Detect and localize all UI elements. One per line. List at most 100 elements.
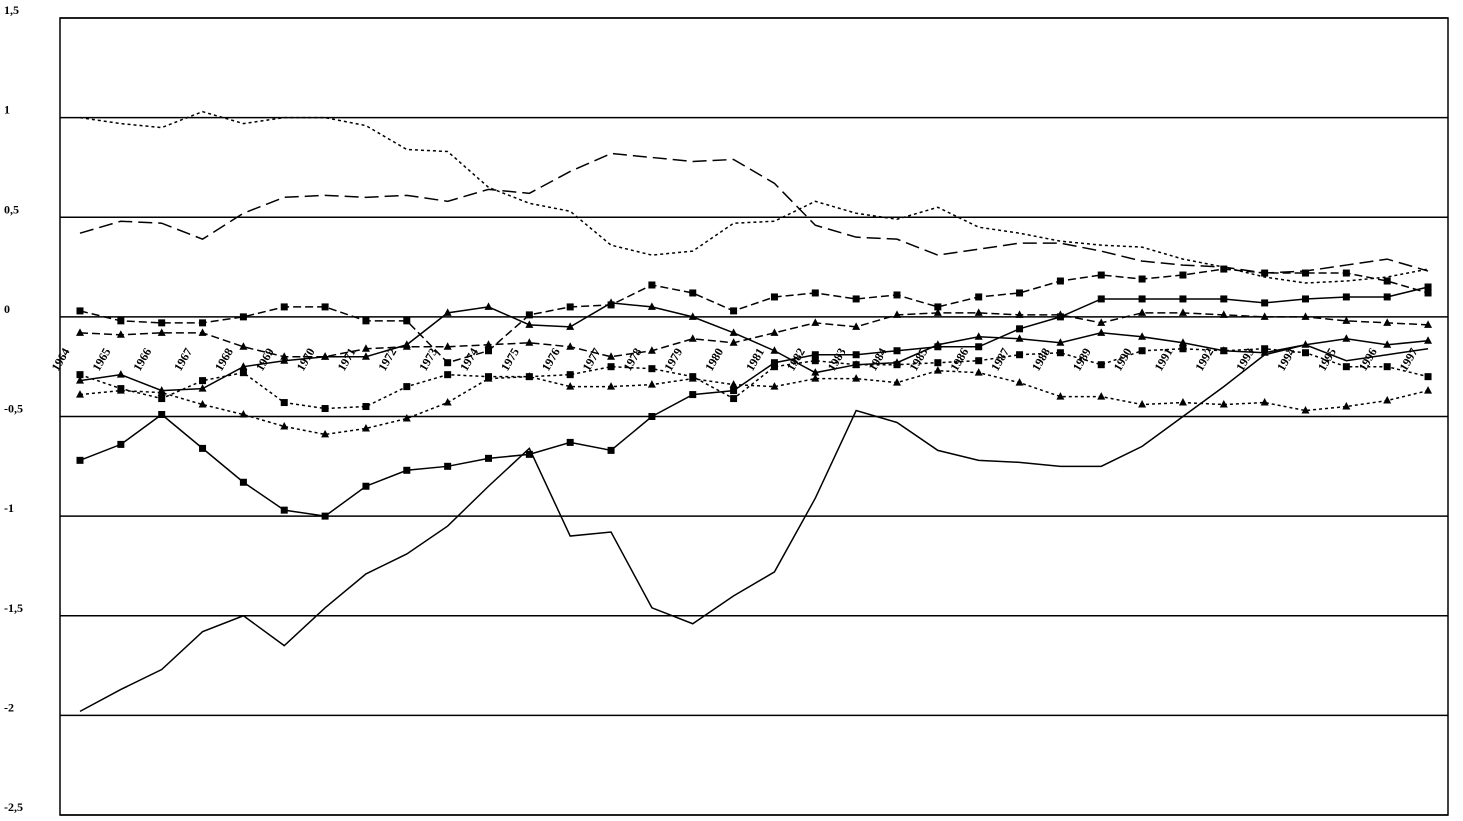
x-tick-label: 1973 bbox=[416, 346, 440, 374]
x-tick-label: 1988 bbox=[1029, 346, 1053, 374]
marker bbox=[1383, 318, 1392, 326]
marker bbox=[444, 371, 452, 379]
marker bbox=[934, 303, 942, 311]
marker bbox=[1220, 265, 1228, 273]
marker bbox=[1056, 392, 1065, 400]
marker bbox=[199, 377, 207, 385]
x-tick-label: 1978 bbox=[620, 346, 644, 374]
marker bbox=[1056, 349, 1064, 357]
marker bbox=[933, 366, 942, 374]
marker bbox=[1424, 283, 1432, 291]
marker bbox=[525, 450, 533, 458]
marker bbox=[76, 390, 84, 398]
marker bbox=[525, 320, 534, 328]
marker bbox=[1178, 308, 1187, 316]
marker bbox=[729, 328, 738, 336]
marker bbox=[933, 308, 942, 316]
marker bbox=[1342, 363, 1350, 371]
y-tick-label: -2 bbox=[4, 700, 14, 714]
marker bbox=[688, 334, 697, 342]
x-tick-label: 1990 bbox=[1111, 346, 1135, 374]
marker bbox=[199, 444, 207, 452]
marker bbox=[1178, 398, 1187, 406]
marker bbox=[76, 307, 84, 315]
marker bbox=[361, 423, 370, 432]
marker bbox=[76, 376, 84, 384]
marker bbox=[974, 332, 983, 340]
marker bbox=[689, 391, 697, 399]
series-line bbox=[79, 268, 1429, 364]
marker bbox=[729, 380, 738, 388]
marker bbox=[1097, 271, 1105, 279]
marker bbox=[607, 363, 615, 371]
marker bbox=[280, 356, 289, 364]
marker bbox=[975, 343, 983, 351]
marker bbox=[648, 365, 656, 373]
marker bbox=[280, 303, 288, 311]
series-line bbox=[79, 110, 1429, 284]
marker bbox=[1424, 373, 1432, 381]
marker bbox=[76, 328, 84, 336]
marker bbox=[1015, 378, 1024, 386]
marker bbox=[811, 374, 820, 382]
marker bbox=[1342, 269, 1350, 277]
marker bbox=[852, 322, 861, 330]
marker bbox=[1301, 406, 1310, 414]
marker bbox=[1056, 338, 1065, 346]
marker bbox=[158, 319, 166, 327]
marker bbox=[1138, 347, 1146, 355]
marker bbox=[566, 371, 574, 379]
marker bbox=[893, 310, 901, 318]
marker bbox=[811, 368, 820, 376]
marker bbox=[280, 421, 289, 430]
marker bbox=[1220, 295, 1228, 303]
marker bbox=[852, 374, 861, 382]
y-tick-label: -1,5 bbox=[4, 601, 23, 615]
marker bbox=[1097, 392, 1106, 400]
marker bbox=[362, 403, 370, 411]
x-tick-label: 1984 bbox=[865, 346, 889, 374]
marker bbox=[1302, 295, 1309, 303]
x-tick-label: 1981 bbox=[743, 346, 767, 374]
marker bbox=[443, 308, 452, 316]
marker bbox=[730, 387, 738, 395]
marker bbox=[403, 466, 411, 474]
marker bbox=[525, 311, 533, 319]
marker bbox=[1383, 363, 1391, 371]
marker bbox=[484, 340, 493, 348]
marker bbox=[321, 352, 330, 360]
marker bbox=[975, 293, 983, 301]
marker bbox=[730, 307, 738, 315]
marker bbox=[933, 340, 942, 348]
marker bbox=[1179, 345, 1187, 353]
series-line bbox=[79, 312, 1429, 358]
marker bbox=[280, 506, 288, 514]
marker bbox=[239, 410, 248, 418]
marker bbox=[566, 438, 574, 446]
marker bbox=[566, 342, 575, 350]
marker bbox=[1383, 340, 1392, 348]
series-line bbox=[79, 369, 1429, 436]
marker bbox=[1424, 336, 1433, 344]
marker bbox=[1342, 334, 1351, 342]
marker bbox=[1015, 310, 1024, 318]
x-tick-label: 1979 bbox=[661, 346, 685, 374]
marker bbox=[321, 303, 329, 311]
marker bbox=[158, 395, 166, 403]
marker bbox=[198, 384, 207, 392]
y-tick-label: 1 bbox=[4, 103, 10, 117]
marker bbox=[1016, 289, 1024, 297]
marker bbox=[116, 330, 125, 338]
marker bbox=[811, 318, 820, 326]
marker bbox=[1261, 345, 1269, 353]
marker bbox=[934, 359, 942, 367]
marker bbox=[1383, 293, 1391, 301]
marker bbox=[443, 342, 452, 350]
marker bbox=[770, 359, 778, 367]
marker bbox=[607, 298, 616, 306]
marker bbox=[770, 328, 779, 336]
marker bbox=[1097, 318, 1106, 326]
marker bbox=[239, 313, 247, 321]
series-line bbox=[79, 152, 1429, 274]
